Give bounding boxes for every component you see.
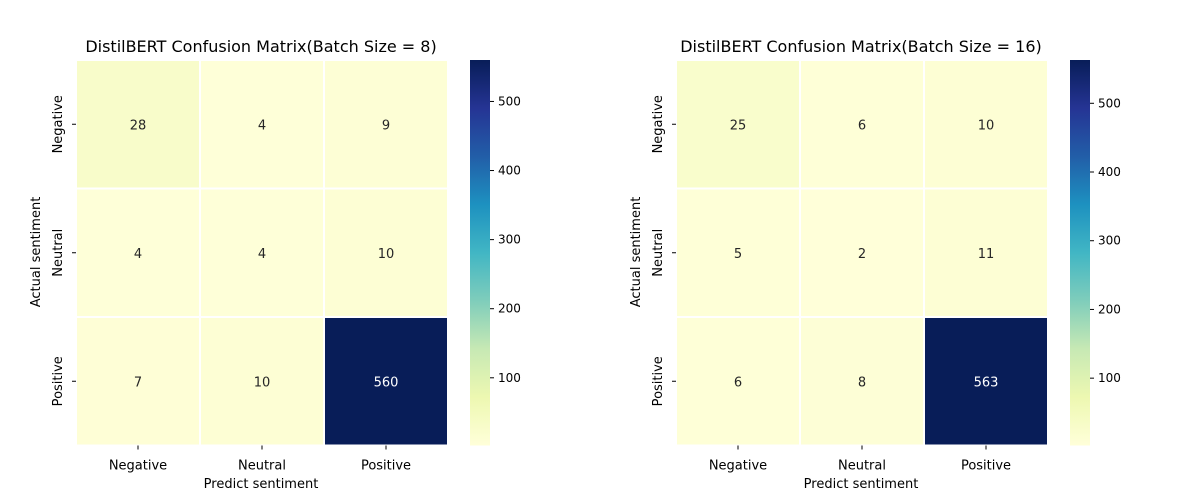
x-tick-label: Neutral bbox=[838, 459, 886, 474]
cell-value-label: 4 bbox=[134, 247, 142, 262]
chart-title: DistilBERT Confusion Matrix(Batch Size =… bbox=[85, 37, 436, 56]
cell-value-label: 6 bbox=[734, 375, 742, 390]
x-tick-label: Positive bbox=[361, 459, 411, 474]
colorbar-tick-label: 100 bbox=[1098, 371, 1121, 385]
colorbar-tick-label: 500 bbox=[498, 94, 521, 108]
y-tick-label: Negative bbox=[51, 95, 66, 153]
colorbar: 100 200 300 400 500 bbox=[1070, 60, 1121, 446]
y-tick-label: Neutral bbox=[51, 229, 66, 277]
y-axis-ticks: Negative Neutral Positive bbox=[651, 95, 676, 406]
cell-value-label: 28 bbox=[130, 118, 147, 133]
heatmap-panel-batch-16: DistilBERT Confusion Matrix(Batch Size =… bbox=[629, 37, 1121, 492]
y-axis-label: Actual sentiment bbox=[629, 197, 644, 308]
cell-value-label: 8 bbox=[858, 375, 866, 390]
colorbar-tick-label: 100 bbox=[498, 371, 521, 385]
colorbar: 100 200 300 400 500 bbox=[470, 60, 521, 446]
cell-value-label: 25 bbox=[730, 118, 747, 133]
x-tick-label: Negative bbox=[709, 459, 767, 474]
heatmap-cell bbox=[923, 187, 1049, 318]
heatmap-cell bbox=[75, 187, 201, 318]
colorbar-tick-label: 300 bbox=[498, 233, 521, 247]
cell-value-label: 10 bbox=[254, 375, 271, 390]
colorbar-tick-label: 300 bbox=[1098, 234, 1121, 248]
x-tick-label: Negative bbox=[109, 459, 167, 474]
colorbar-tick-label: 200 bbox=[498, 302, 521, 316]
heatmap-cell bbox=[675, 187, 801, 318]
heatmap-cell bbox=[799, 59, 925, 190]
cell-value-label: 9 bbox=[382, 118, 390, 133]
heatmap-cells: 25 6 10 5 2 11 6 8 563 bbox=[675, 59, 1049, 447]
y-tick-label: Negative bbox=[651, 95, 666, 153]
heatmap-panel-batch-8: DistilBERT Confusion Matrix(Batch Size =… bbox=[29, 37, 521, 492]
heatmap-cell bbox=[675, 316, 801, 447]
x-tick-label: Positive bbox=[961, 459, 1011, 474]
heatmap-cells: 28 4 9 4 4 10 7 10 560 bbox=[75, 59, 449, 447]
cell-value-label: 560 bbox=[374, 375, 399, 390]
y-axis-label: Actual sentiment bbox=[29, 197, 44, 308]
cell-value-label: 6 bbox=[858, 118, 866, 133]
heatmap-cell bbox=[923, 59, 1049, 190]
x-axis-label: Predict sentiment bbox=[204, 477, 319, 492]
chart-title: DistilBERT Confusion Matrix(Batch Size =… bbox=[680, 37, 1042, 56]
colorbar-tick-label: 500 bbox=[1098, 96, 1121, 110]
cell-value-label: 2 bbox=[858, 247, 866, 262]
heatmap-cell bbox=[799, 187, 925, 318]
cell-value-label: 10 bbox=[978, 118, 995, 133]
colorbar-tick-label: 400 bbox=[498, 164, 521, 178]
cell-value-label: 7 bbox=[134, 375, 142, 390]
heatmap-cell bbox=[199, 59, 325, 190]
colorbar-gradient bbox=[470, 60, 490, 446]
colorbar-gradient bbox=[1070, 60, 1090, 446]
heatmap-cell bbox=[675, 59, 801, 190]
colorbar-tick-label: 400 bbox=[1098, 165, 1121, 179]
y-axis-ticks: Negative Neutral Positive bbox=[51, 95, 76, 406]
y-tick-label: Neutral bbox=[651, 229, 666, 277]
cell-value-label: 11 bbox=[978, 247, 995, 262]
x-axis-ticks: Negative Neutral Positive bbox=[709, 445, 1011, 474]
heatmap-cell bbox=[799, 316, 925, 447]
cell-value-label: 563 bbox=[974, 375, 999, 390]
x-axis-label: Predict sentiment bbox=[804, 477, 919, 492]
heatmap-cell bbox=[923, 316, 1049, 447]
cell-value-label: 4 bbox=[258, 118, 266, 133]
x-axis-ticks: Negative Neutral Positive bbox=[109, 445, 411, 474]
y-tick-label: Positive bbox=[51, 356, 66, 406]
cell-value-label: 4 bbox=[258, 247, 266, 262]
cell-value-label: 5 bbox=[734, 247, 742, 262]
colorbar-tick-label: 200 bbox=[1098, 302, 1121, 316]
x-tick-label: Neutral bbox=[238, 459, 286, 474]
heatmap-cell bbox=[323, 59, 449, 190]
y-tick-label: Positive bbox=[651, 356, 666, 406]
cell-value-label: 10 bbox=[378, 247, 395, 262]
heatmap-cell bbox=[75, 59, 201, 190]
heatmap-cell bbox=[323, 187, 449, 318]
heatmap-cell bbox=[199, 316, 325, 447]
